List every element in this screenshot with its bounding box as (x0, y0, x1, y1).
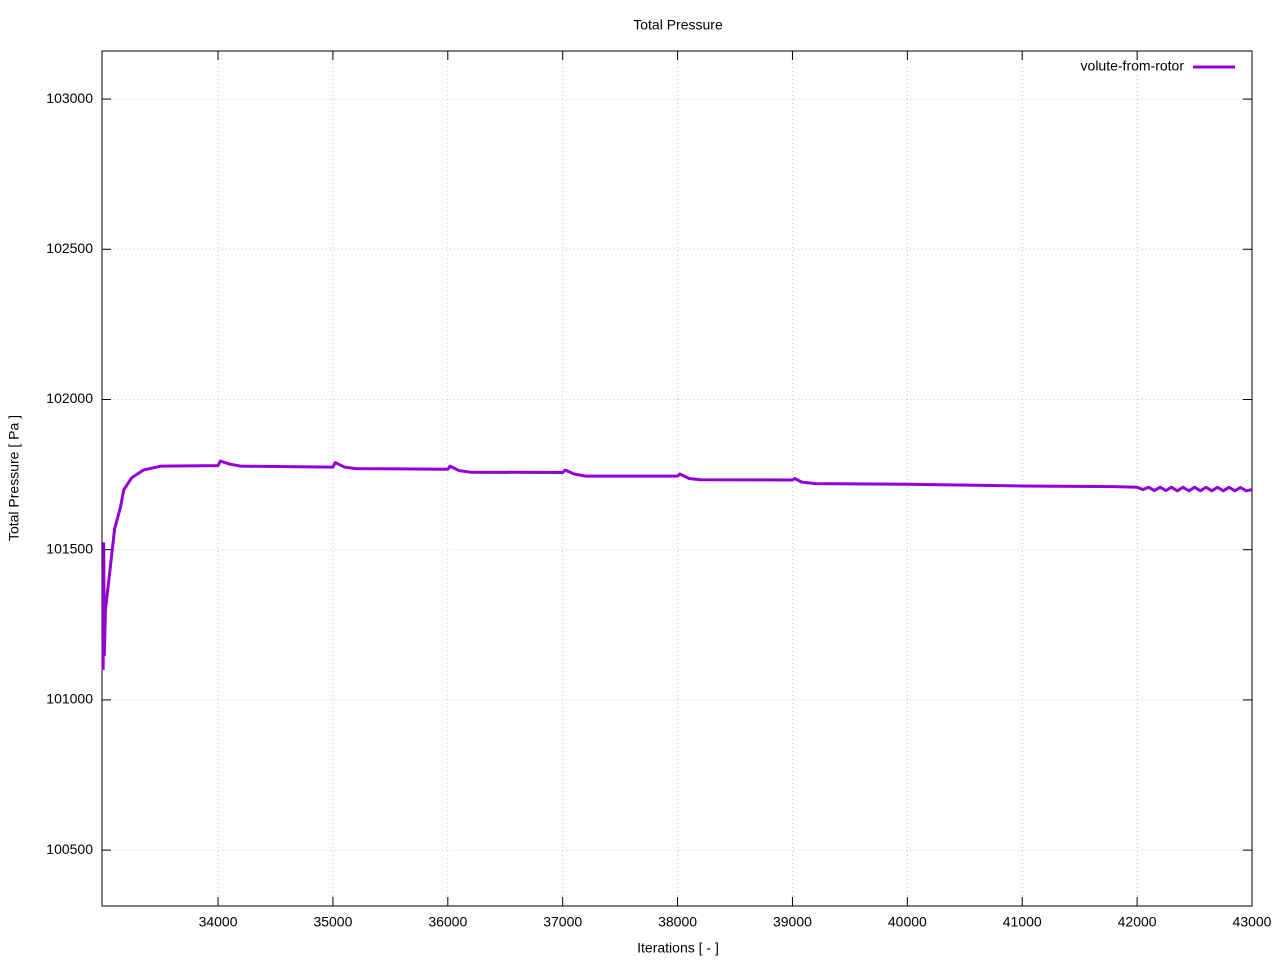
x-tick-label: 41000 (1003, 914, 1042, 930)
x-tick-label: 42000 (1118, 914, 1157, 930)
x-tick-label: 38000 (658, 914, 697, 930)
y-axis-label: Total Pressure [ Pa ] (6, 415, 22, 541)
y-tick-label: 102500 (46, 240, 93, 256)
x-axis-label: Iterations [ - ] (637, 940, 719, 956)
x-tick-label: 35000 (313, 914, 352, 930)
y-tick-label: 103000 (46, 90, 93, 106)
x-tick-label: 37000 (543, 914, 582, 930)
y-tick-label: 101500 (46, 540, 93, 556)
chart-title: Total Pressure (633, 17, 723, 33)
y-tick-label: 101000 (46, 691, 93, 707)
data-line (101, 459, 1253, 670)
y-tick-label: 100500 (46, 841, 93, 857)
x-tick-label: 43000 (1233, 914, 1272, 930)
x-tick-label: 36000 (428, 914, 467, 930)
x-tick-label: 34000 (199, 914, 238, 930)
y-tick-label: 102000 (46, 390, 93, 406)
legend-label: volute-from-rotor (1081, 58, 1185, 74)
x-tick-label: 40000 (888, 914, 927, 930)
plot-frame (101, 50, 1253, 907)
x-tick-label: 39000 (773, 914, 812, 930)
